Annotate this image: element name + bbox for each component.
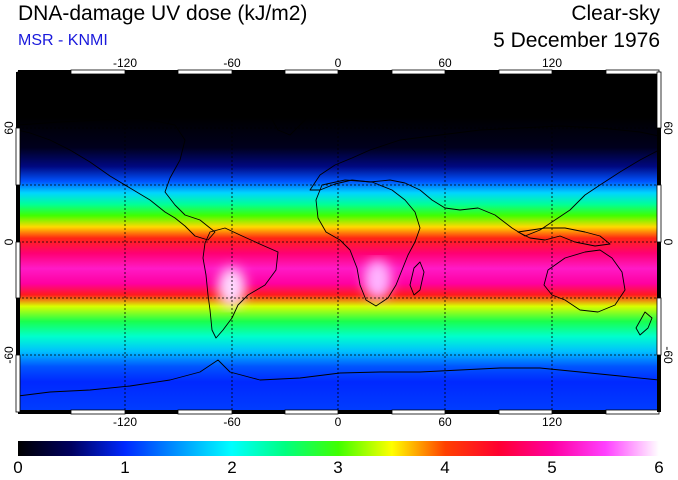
lat-tick-right: 0 (661, 239, 675, 246)
maritime-asia-coast (517, 227, 611, 247)
frame-ticks-top (18, 69, 660, 75)
north-america-coast (18, 117, 216, 241)
lon-tick-bottom: 120 (542, 415, 562, 429)
colorbar-label: 0 (13, 458, 23, 477)
sky-condition-label: Clear-sky (571, 2, 660, 25)
lon-tick-top: 60 (438, 56, 452, 70)
lat-tick-right: 60 (661, 121, 675, 135)
lon-tick-bottom: 60 (438, 415, 452, 429)
lat-tick-left: -60 (2, 346, 16, 364)
antarctica-coast (18, 359, 659, 397)
plot-title: DNA-damage UV dose (kJ/m2) (18, 2, 308, 25)
graticule (18, 72, 659, 412)
frame-ticks-bottom (18, 409, 660, 415)
colorbar-label: 3 (333, 458, 343, 477)
colorbar-label: 1 (120, 458, 130, 477)
lon-tick-bottom: -60 (223, 415, 241, 429)
lon-tick-top: -120 (113, 56, 137, 70)
africa-coast (315, 179, 421, 307)
coastlines (18, 87, 659, 397)
lat-tick-left: 60 (2, 121, 16, 135)
new-zealand-coast (635, 311, 653, 336)
south-america-peak (217, 267, 246, 308)
hotspot-layer (217, 259, 392, 308)
frame-ticks-right (656, 71, 662, 412)
madagascar-coast (409, 261, 425, 296)
colorbar-label: 4 (440, 458, 450, 477)
colorbar-label: 2 (227, 458, 237, 477)
colorbar (18, 441, 659, 456)
greenland-coast (267, 87, 316, 136)
lon-tick-bottom: -120 (113, 415, 137, 429)
colorbar-label: 5 (547, 458, 557, 477)
colorbar-label: 6 (654, 458, 664, 477)
lat-tick-left: 0 (2, 238, 16, 245)
frame-ticks-left (15, 72, 21, 413)
lon-tick-top: -60 (223, 56, 241, 70)
australia-coast (543, 249, 626, 313)
data-source-label: MSR - KNMI (18, 32, 108, 49)
lon-tick-top: 0 (335, 56, 342, 70)
eurasia-coast (309, 125, 659, 237)
lat-tick-right: -60 (661, 346, 675, 364)
lon-tick-bottom: 0 (335, 415, 342, 429)
southern-africa-peak (363, 259, 392, 300)
lon-tick-top: 120 (542, 56, 562, 70)
date-label: 5 December 1976 (493, 29, 660, 52)
